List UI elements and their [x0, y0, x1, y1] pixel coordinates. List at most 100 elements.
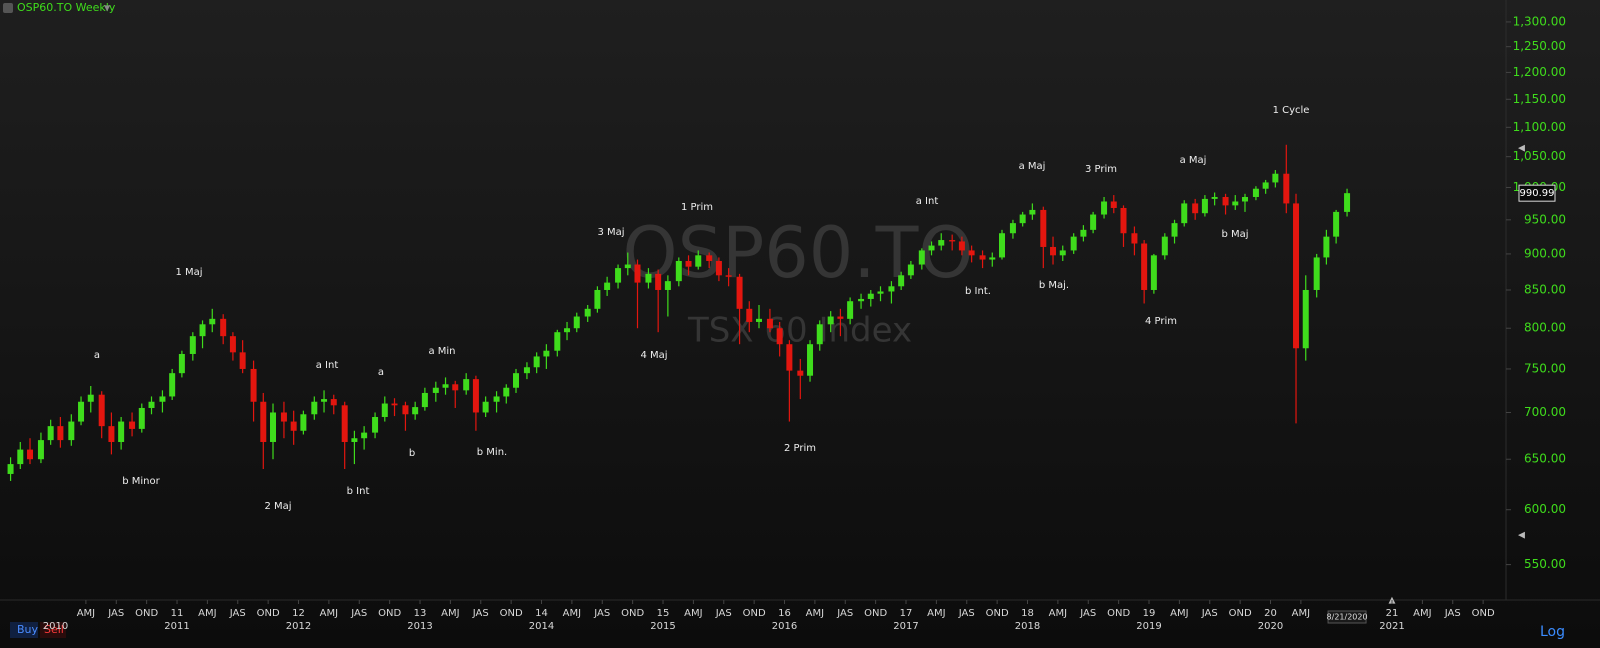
candle	[928, 241, 935, 256]
candle-body	[1029, 209, 1036, 215]
wave-label: 4 Prim	[1145, 316, 1177, 327]
candle	[989, 252, 996, 267]
candle-body	[958, 241, 965, 251]
wave-label: 2 Maj	[264, 501, 291, 512]
candle-body	[776, 328, 783, 345]
candle	[68, 414, 75, 446]
candle	[7, 457, 14, 481]
buy-label[interactable]: Buy	[17, 623, 39, 636]
candle-body	[330, 399, 337, 406]
x-tick-label: AMJ	[1413, 608, 1431, 619]
candle	[1252, 186, 1259, 201]
candle	[786, 340, 793, 422]
candle-body	[1272, 173, 1279, 183]
candle	[189, 332, 196, 361]
candle	[199, 320, 206, 349]
candle-body	[1252, 188, 1259, 197]
x-tick-label: JAS	[350, 608, 367, 619]
candle-body	[27, 449, 34, 460]
candle	[1131, 226, 1138, 256]
x-tick-label: OND	[378, 608, 401, 619]
candle-body	[239, 352, 246, 369]
candle	[311, 396, 318, 420]
candle	[898, 271, 905, 290]
x-tick-label: OND	[135, 608, 158, 619]
candle	[1101, 196, 1108, 219]
candle-body	[1120, 207, 1127, 234]
candle-body	[1211, 196, 1218, 199]
candle-body	[998, 233, 1005, 258]
candle-body	[68, 421, 75, 441]
candle-body	[604, 282, 611, 290]
candle	[594, 286, 601, 313]
candle-body	[280, 412, 287, 422]
candle-body	[1262, 182, 1269, 189]
candle	[209, 308, 216, 333]
y-tick-label: 700.00	[1524, 405, 1566, 419]
candle-body	[1070, 236, 1077, 251]
scale-toggle[interactable]: Log	[1540, 624, 1565, 640]
watermark-subtitle: TSX 60 Index	[687, 311, 912, 351]
candle-body	[189, 336, 196, 354]
candle-body	[766, 318, 773, 329]
candle-body	[1009, 223, 1016, 234]
candle-body	[78, 401, 85, 422]
last-date-box	[1327, 610, 1367, 624]
candle-body	[452, 384, 459, 391]
candle-body	[807, 344, 814, 376]
candle-body	[17, 449, 24, 465]
y-tick-label: 850.00	[1524, 282, 1566, 296]
x-tick-label: 16	[778, 608, 791, 619]
candle	[867, 289, 874, 307]
candle-body	[523, 367, 530, 374]
candle-body	[715, 260, 722, 276]
candle	[615, 264, 622, 289]
year-label: 2016	[772, 621, 797, 632]
x-tick-label: AMJ	[927, 608, 945, 619]
x-tick-label: 20	[1264, 608, 1277, 619]
buy-button[interactable]	[10, 622, 38, 638]
candle	[330, 394, 337, 415]
candle-body	[1344, 193, 1351, 212]
candle	[1070, 233, 1077, 254]
symbol-icon[interactable]	[3, 3, 13, 13]
candle-body	[827, 316, 834, 325]
candle-body	[858, 298, 865, 302]
candle-body	[634, 264, 641, 283]
candle	[27, 438, 34, 465]
candle	[1241, 193, 1248, 212]
chart-title[interactable]: OSP60.TO Weekly	[17, 1, 116, 14]
candle	[463, 373, 470, 395]
candle-body	[675, 260, 682, 282]
candle	[108, 412, 115, 455]
candle	[493, 391, 500, 413]
candle-body	[1171, 223, 1178, 237]
candle	[372, 412, 379, 439]
candle	[361, 426, 368, 450]
sell-label[interactable]: Sell	[44, 623, 64, 636]
candle-body	[129, 421, 136, 429]
x-tick-label: 13	[414, 608, 427, 619]
candle	[513, 368, 520, 393]
x-tick-label: JAS	[958, 608, 975, 619]
year-label: 2014	[529, 621, 554, 632]
sell-button[interactable]	[40, 622, 66, 638]
candle	[148, 396, 155, 415]
y-tick-label: 800.00	[1524, 321, 1566, 335]
candle-body	[209, 318, 216, 325]
year-label: 2011	[164, 621, 189, 632]
candle	[655, 269, 662, 333]
candle-body	[402, 405, 409, 415]
x-tick-label: 17	[900, 608, 913, 619]
candle-body	[482, 401, 489, 413]
candle	[634, 259, 641, 329]
candle-body	[736, 276, 743, 309]
candle-body	[816, 324, 823, 345]
wave-label: b Int.	[965, 286, 991, 297]
title-dropdown[interactable]: ▼	[104, 4, 111, 13]
candle	[736, 273, 743, 345]
year-label: 2013	[407, 621, 432, 632]
candle-body	[1181, 203, 1188, 224]
candle-body	[695, 255, 702, 267]
